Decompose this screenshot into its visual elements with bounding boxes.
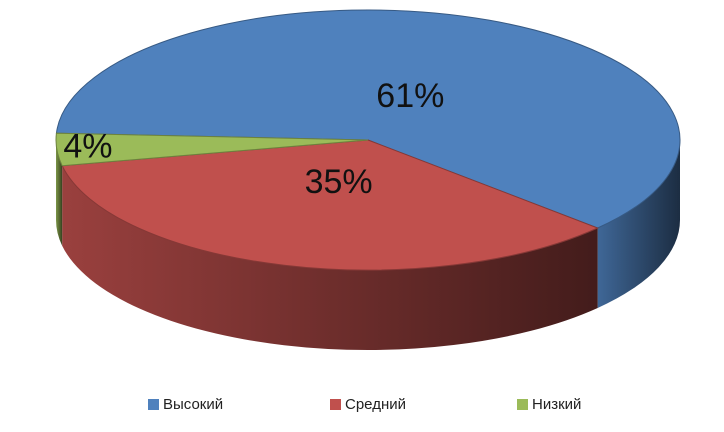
slice [55, 9, 681, 229]
legend-label: Высокий [163, 396, 223, 413]
slice [55, 132, 369, 167]
slice [61, 139, 599, 271]
slice-side [597, 140, 680, 308]
legend-swatch [330, 399, 341, 410]
slice-side [62, 165, 598, 351]
slice-side [56, 140, 63, 246]
legend-label: Средний [345, 396, 406, 413]
data-label: 35% [305, 163, 373, 201]
legend-swatch [148, 399, 159, 410]
legend-swatch [517, 399, 528, 410]
data-label: 4% [63, 128, 112, 166]
legend-label: Низкий [532, 396, 581, 413]
data-label: 61% [376, 77, 444, 115]
